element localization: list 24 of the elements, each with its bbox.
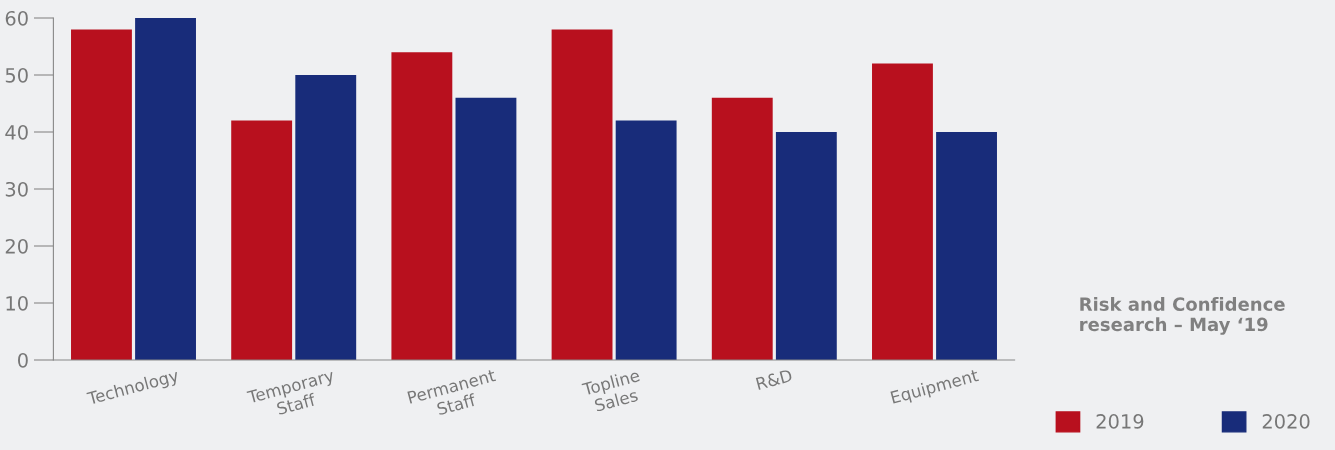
bar: [295, 75, 357, 360]
y-tick-label: 40: [5, 124, 28, 140]
bar: [711, 97, 773, 360]
bar: [615, 120, 677, 360]
bar: [872, 63, 933, 360]
legend-label: 2020: [1262, 414, 1310, 429]
legend-label: 2019: [1096, 414, 1144, 429]
y-tick-label: 0: [18, 352, 28, 368]
bar: [391, 52, 453, 360]
bar: [455, 97, 517, 360]
bar: [231, 120, 293, 360]
bar: [551, 29, 613, 360]
y-tick-label: 30: [5, 181, 28, 197]
y-tick-label: 50: [5, 67, 28, 83]
y-tick-label: 20: [5, 238, 28, 254]
y-tick-label: 60: [5, 10, 28, 26]
bar: [775, 132, 837, 360]
y-tick-label: 10: [6, 295, 28, 311]
text: Risk and Confidence research – May ‘19: [1080, 297, 1285, 335]
bar: [135, 18, 196, 360]
bar: [71, 29, 132, 360]
bar: [936, 132, 997, 360]
x-tick-label: R&D: [755, 368, 793, 391]
x-tick-label: Topline Sales: [581, 368, 642, 412]
